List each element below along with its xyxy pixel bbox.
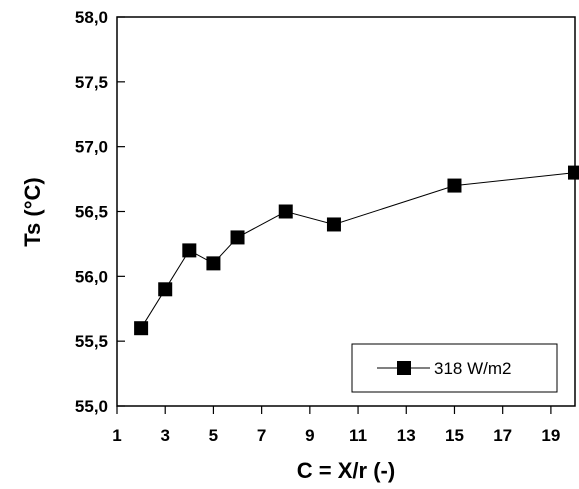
y-axis-ticks: 55,0 55,5 56,0 56,5 57,0 57,5 58,0	[75, 8, 125, 416]
x-tick-label: 11	[349, 426, 367, 445]
data-point	[230, 230, 245, 245]
x-tick-label: 3	[160, 426, 169, 445]
y-tick-label: 55,5	[75, 332, 108, 351]
data-point	[182, 243, 197, 258]
x-tick-label: 13	[397, 426, 416, 445]
data-point	[206, 256, 221, 271]
data-point	[134, 321, 149, 336]
series-layer	[134, 165, 579, 336]
x-axis-ticks: 1 3 5 7 9 11 13 15 17 19	[112, 406, 560, 445]
x-tick-label: 5	[209, 426, 218, 445]
data-point	[568, 165, 579, 180]
x-tick-label: 19	[541, 426, 560, 445]
y-tick-label: 58,0	[75, 8, 108, 27]
y-tick-label: 57,5	[75, 73, 108, 92]
data-point	[278, 204, 293, 219]
plot-area	[116, 16, 576, 407]
x-tick-label: 7	[257, 426, 266, 445]
y-tick-label: 56,5	[75, 203, 108, 222]
x-tick-label: 15	[445, 426, 464, 445]
data-point	[158, 282, 173, 297]
y-tick-label: 57,0	[75, 138, 108, 157]
x-tick-label: 1	[112, 426, 121, 445]
legend: 318 W/m2	[351, 343, 558, 393]
data-point	[447, 178, 462, 193]
data-point	[326, 217, 341, 232]
y-tick-label: 56,0	[75, 267, 108, 286]
y-axis-title: Ts (°C)	[20, 177, 45, 247]
legend-marker	[397, 361, 411, 375]
x-tick-label: 17	[493, 426, 512, 445]
x-axis-title: C = X/r (-)	[297, 458, 395, 483]
x-tick-label: 9	[305, 426, 314, 445]
y-tick-label: 55,0	[75, 397, 108, 416]
legend-label: 318 W/m2	[434, 359, 511, 378]
